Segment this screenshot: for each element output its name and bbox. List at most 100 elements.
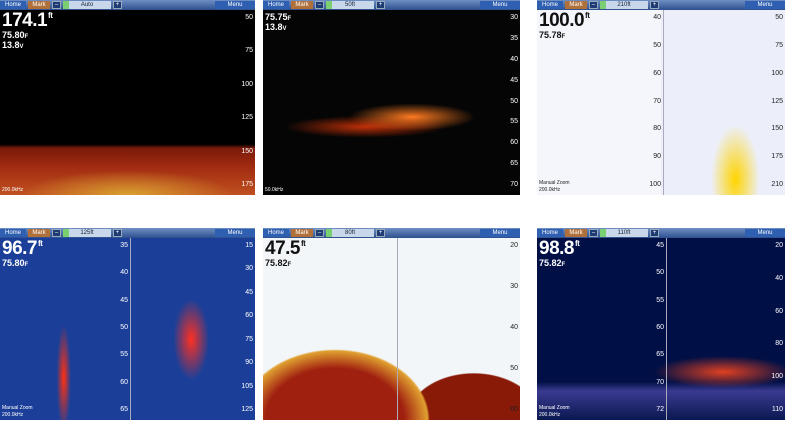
depth-scale-label: 40 bbox=[653, 14, 661, 21]
toolbar-minus[interactable]: – bbox=[52, 229, 61, 237]
toolbar: Home Mark –80ft + Menu bbox=[263, 228, 520, 238]
depth-scale-label: 65 bbox=[656, 351, 664, 359]
toolbar-home[interactable]: Home bbox=[263, 1, 289, 9]
temperature-readout-unit: F bbox=[287, 262, 292, 268]
depth-scale-label: 80 bbox=[775, 340, 783, 348]
depth-scale-label: 35 bbox=[120, 242, 128, 249]
toolbar-menu[interactable]: Menu bbox=[215, 229, 255, 237]
footer-label: Manual Zoom bbox=[2, 405, 33, 411]
toolbar-plus[interactable]: + bbox=[650, 1, 659, 9]
depth-scale-label: 15 bbox=[245, 242, 253, 249]
toolbar-menu[interactable]: Menu bbox=[480, 1, 520, 9]
toolbar-plus[interactable]: + bbox=[376, 1, 385, 9]
depth-scale-label: 150 bbox=[241, 147, 253, 155]
toolbar-menu[interactable]: Menu bbox=[745, 229, 785, 237]
toolbar-mark[interactable]: Mark bbox=[565, 1, 587, 9]
toolbar-mark[interactable]: Mark bbox=[291, 1, 313, 9]
toolbar-plus[interactable]: + bbox=[376, 229, 385, 237]
depth-scale-label: 30 bbox=[245, 265, 253, 273]
depth-scale-label: 210 bbox=[771, 181, 783, 188]
depth-scale-label: 35 bbox=[510, 34, 518, 42]
temperature-readout: 75.80F bbox=[2, 258, 28, 268]
depth-scale-label: 60 bbox=[510, 139, 518, 147]
toolbar-menu[interactable]: Menu bbox=[745, 1, 785, 9]
depth-unit: ft bbox=[48, 11, 53, 20]
voltage-readout: 13.8V bbox=[265, 22, 287, 32]
toolbar-home[interactable]: Home bbox=[537, 229, 563, 237]
depth-scale-label: 80 bbox=[653, 125, 661, 133]
temperature-readout-unit: F bbox=[561, 34, 566, 40]
voltage-readout-value: 13.8 bbox=[265, 22, 283, 32]
depth-scale-label: 70 bbox=[653, 97, 661, 105]
toolbar: Home Mark – Auto + Menu bbox=[0, 0, 255, 10]
depth-scale-label: 100 bbox=[649, 181, 661, 188]
depth-scale-label: 50 bbox=[120, 324, 128, 331]
toolbar-plus[interactable]: + bbox=[650, 229, 659, 237]
toolbar-minus[interactable]: – bbox=[589, 229, 598, 237]
depth-readout: 98.8 ft bbox=[539, 238, 581, 260]
depth-scale-label: 50 bbox=[775, 14, 783, 21]
depth-value: 100.0 bbox=[539, 10, 585, 31]
temperature-readout-value: 75.82 bbox=[539, 258, 562, 268]
depth-scale-label: 50 bbox=[656, 269, 664, 277]
toolbar-mark[interactable]: Mark bbox=[565, 229, 587, 237]
depth-scale-label: 60 bbox=[245, 312, 253, 320]
depth-unit: ft bbox=[585, 11, 590, 20]
toolbar: Home Mark –110ft + Menu bbox=[537, 228, 785, 238]
depth-scale-label: 65 bbox=[120, 406, 128, 413]
toolbar-home[interactable]: Home bbox=[0, 229, 26, 237]
depth-scale-label: 70 bbox=[510, 181, 518, 188]
depth-scale-label: 45 bbox=[510, 76, 518, 84]
depth-scale-label: 90 bbox=[245, 359, 253, 367]
footer-label: Manual Zoom bbox=[539, 180, 570, 186]
depth-scale-label: 40 bbox=[510, 55, 518, 63]
temperature-readout-unit: F bbox=[24, 34, 29, 40]
voltage-readout-value: 13.8 bbox=[2, 40, 20, 50]
footer-label: 200.0kHz bbox=[2, 187, 24, 193]
depth-unit: ft bbox=[37, 239, 43, 248]
depth-scale-label: 65 bbox=[510, 160, 518, 168]
toolbar-plus[interactable]: + bbox=[113, 229, 122, 237]
toolbar-plus[interactable]: + bbox=[113, 1, 122, 9]
sonar-panel: Home Mark –80ft + Menu 47.5 ft 75.82F 20 30 40 50 60 bbox=[263, 228, 520, 420]
toolbar-menu[interactable]: Menu bbox=[215, 1, 255, 9]
sonar-panel: Home Mark –110ft + Menu 98.8 ft 75.82F 20 40 60 80 1… bbox=[537, 228, 785, 420]
temperature-readout: 75.80F bbox=[2, 30, 28, 40]
depth-value: 98.8 bbox=[539, 238, 574, 259]
depth-scale-label: 40 bbox=[775, 274, 783, 282]
toolbar-mark[interactable]: Mark bbox=[28, 1, 50, 9]
toolbar-home[interactable]: Home bbox=[537, 1, 563, 9]
depth-value: 47.5 bbox=[265, 238, 300, 259]
toolbar-minus[interactable]: – bbox=[589, 1, 598, 9]
toolbar-mark[interactable]: Mark bbox=[291, 229, 313, 237]
depth-scale-label: 40 bbox=[120, 269, 128, 277]
temperature-readout-unit: F bbox=[287, 16, 292, 22]
depth-unit: ft bbox=[300, 239, 306, 248]
sonar-panel: Home Mark –125ft + Menu 96.7 ft 75.80F 15 30 45 60 7… bbox=[0, 228, 255, 420]
toolbar-minus[interactable]: – bbox=[315, 1, 324, 9]
depth-scale-label: 100 bbox=[771, 373, 783, 381]
toolbar-mark[interactable]: Mark bbox=[28, 229, 50, 237]
depth-scale-label: 50 bbox=[510, 365, 518, 372]
temperature-readout: 75.82F bbox=[539, 258, 565, 268]
split-divider bbox=[397, 238, 398, 420]
toolbar-range: 80ft bbox=[326, 229, 374, 237]
depth-scale-label: 75 bbox=[775, 41, 783, 49]
depth-scale-label: 60 bbox=[775, 307, 783, 315]
depth-scale-label: 70 bbox=[656, 378, 664, 386]
footer-label: 200.0kHz bbox=[539, 412, 561, 418]
depth-unit: ft bbox=[574, 239, 580, 248]
toolbar-menu[interactable]: Menu bbox=[480, 229, 520, 237]
toolbar-home[interactable]: Home bbox=[0, 1, 26, 9]
temperature-readout: 75.75F bbox=[265, 12, 291, 22]
depth-scale-label: 55 bbox=[656, 296, 664, 304]
toolbar-minus[interactable]: – bbox=[315, 229, 324, 237]
toolbar-minus[interactable]: – bbox=[52, 1, 61, 9]
toolbar-home[interactable]: Home bbox=[263, 229, 289, 237]
temperature-readout-value: 75.80 bbox=[2, 30, 25, 40]
footer-label: 50.0kHz bbox=[265, 187, 284, 193]
depth-readout: 100.0 ft bbox=[539, 10, 591, 32]
depth-scale-label: 150 bbox=[771, 125, 783, 133]
split-divider bbox=[130, 238, 131, 420]
temperature-readout-unit: F bbox=[24, 262, 29, 268]
